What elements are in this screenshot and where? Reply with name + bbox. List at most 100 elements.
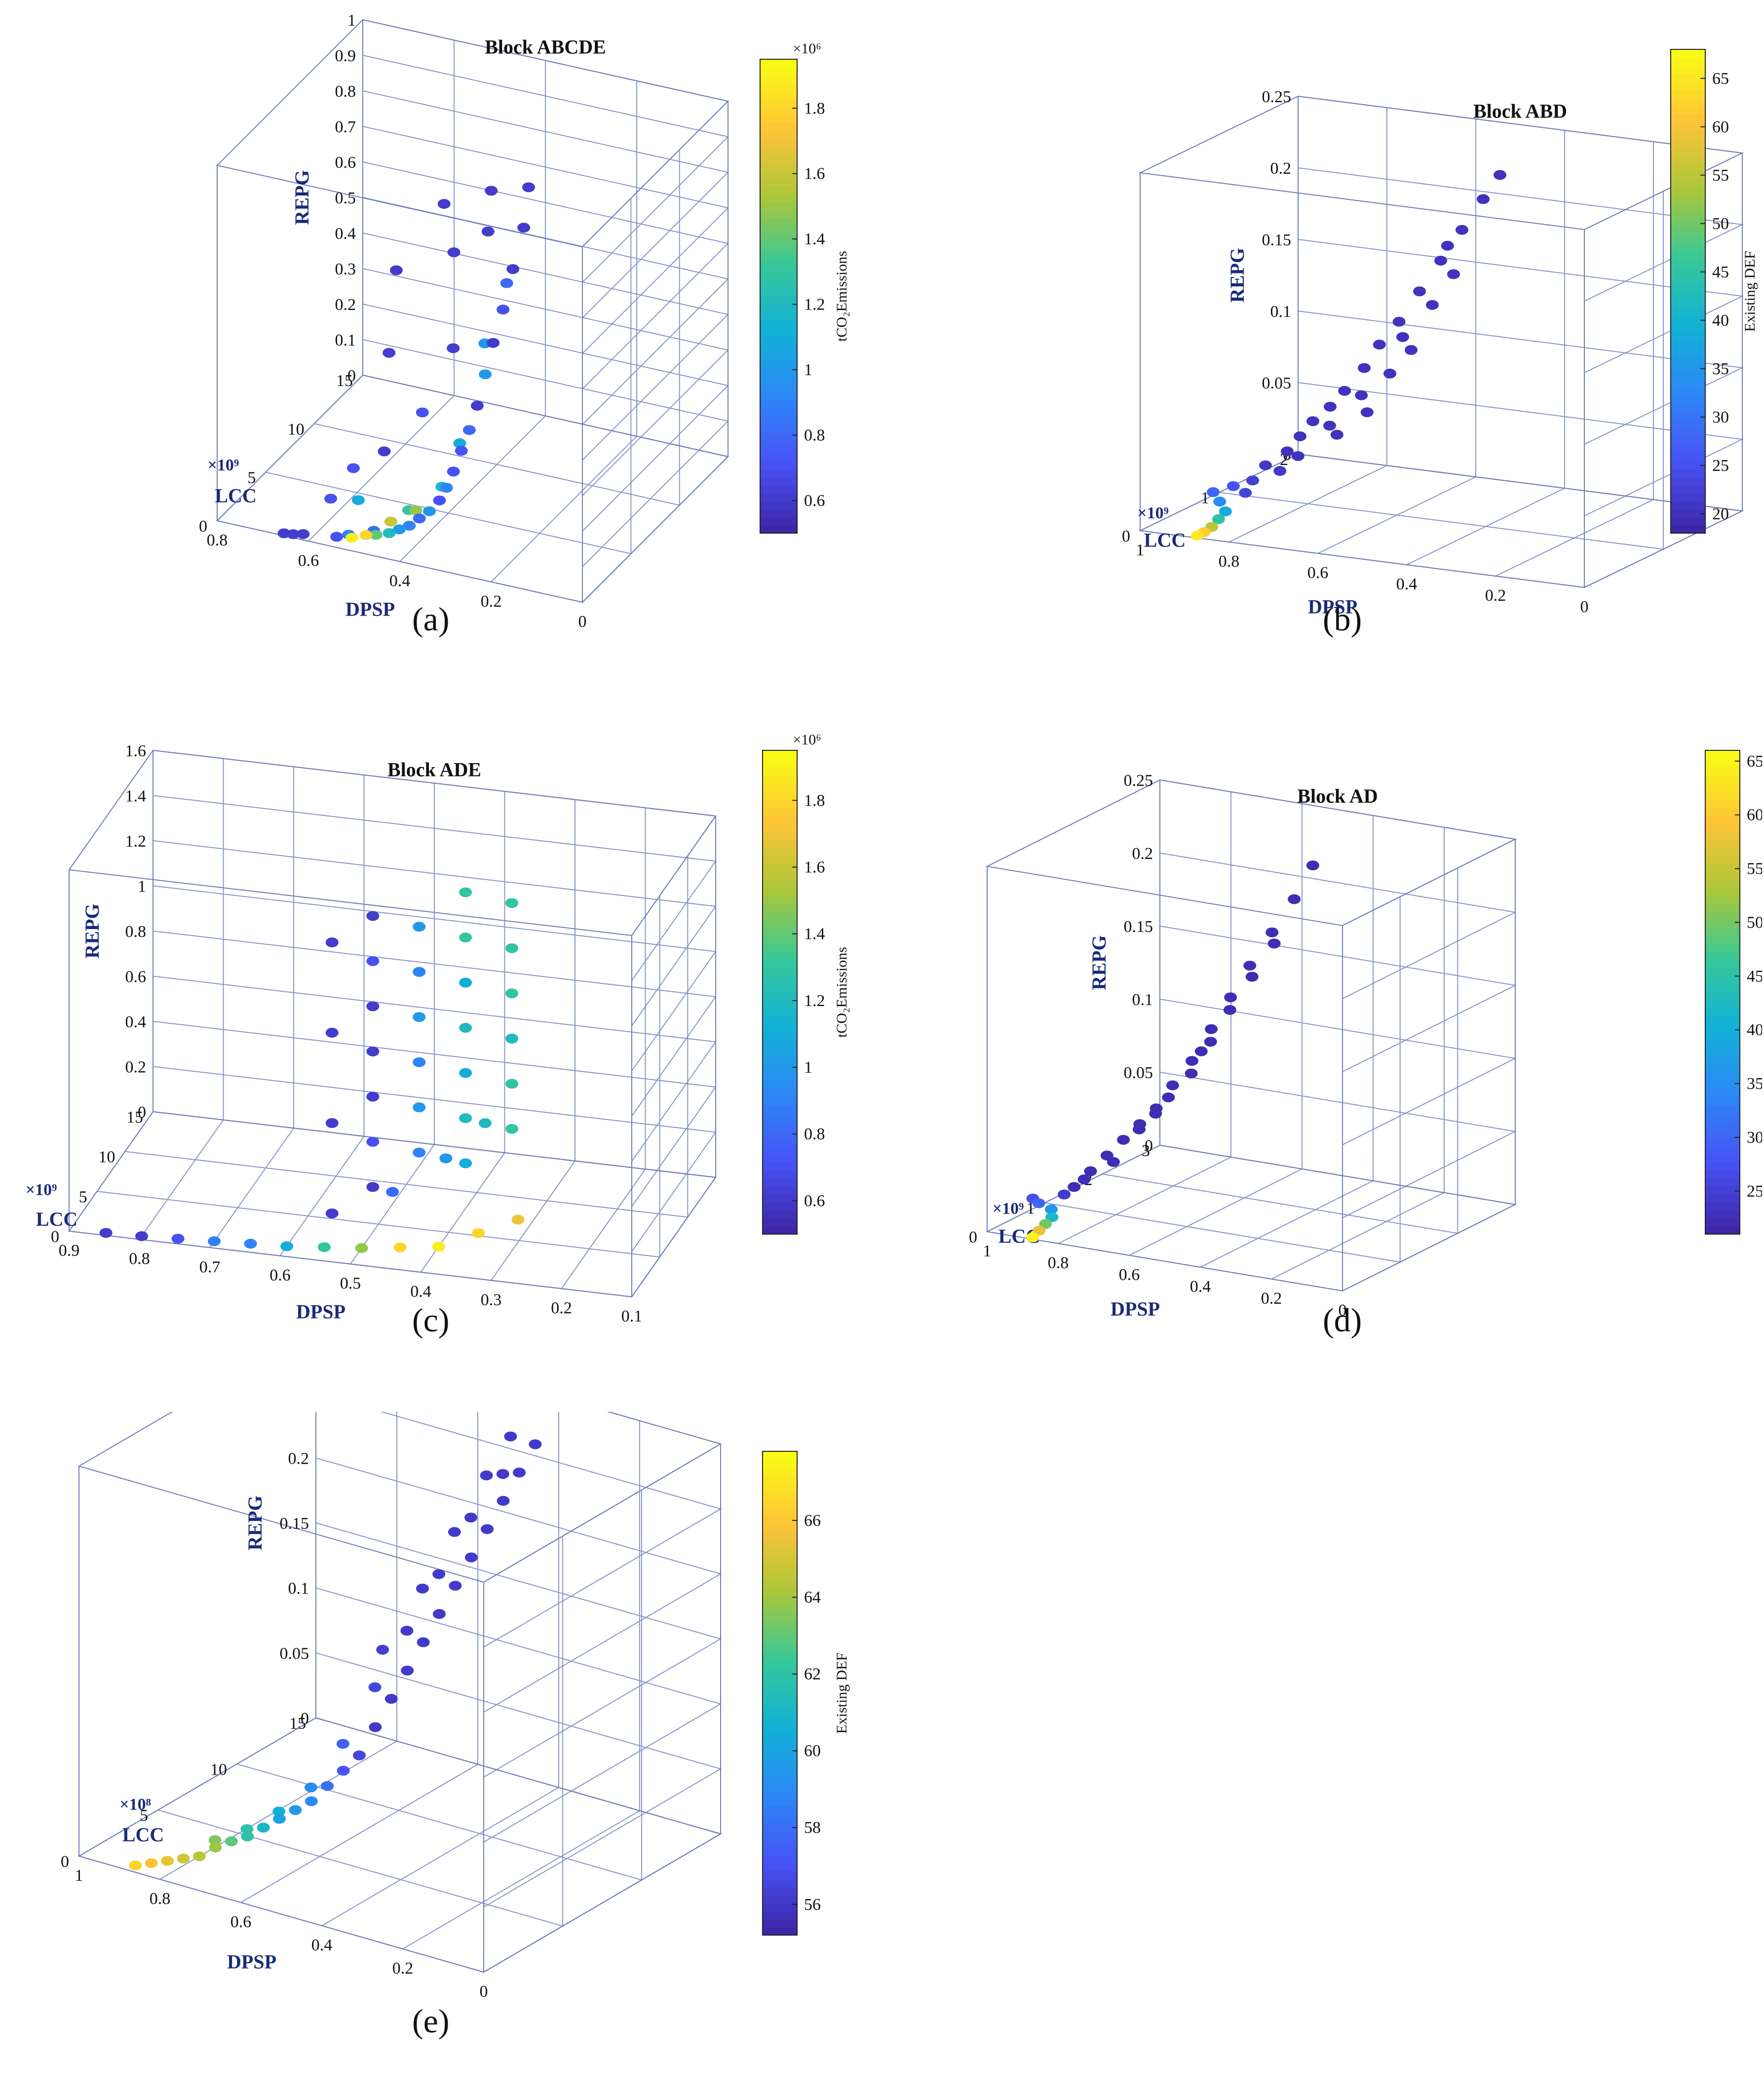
z-tick-label: 1.4 (125, 787, 147, 806)
colorbar-tick-label: 50 (1712, 215, 1729, 233)
colorbar-segment (763, 1515, 797, 1524)
z-tick-label: 0.4 (125, 1013, 147, 1031)
chart-panel-b: 00.050.10.150.20.2510.80.60.40.20012DPSP… (883, 10, 1762, 696)
colorbar-segment (763, 1162, 797, 1170)
z-tick-label: 0.2 (288, 1449, 309, 1468)
y-axis-multiplier: ×10⁹ (1137, 504, 1169, 522)
colorbar-segment (763, 847, 797, 856)
data-point (1323, 421, 1336, 431)
colorbar-segment (763, 1911, 797, 1920)
colorbar-segment (1671, 323, 1705, 332)
data-point (1477, 194, 1490, 204)
z-tick-label: 0.2 (1132, 845, 1153, 863)
data-point (1288, 894, 1301, 904)
colorbar-segment (760, 430, 797, 439)
colorbar-segment (763, 1210, 797, 1219)
data-point (321, 1781, 334, 1791)
z-tick-label: 0.25 (1124, 772, 1153, 790)
colorbar-segment (1671, 122, 1705, 131)
data-point (325, 1118, 339, 1128)
data-point (413, 967, 426, 977)
box-bottom-edge (68, 1111, 717, 1298)
colorbar-segment (1705, 1073, 1740, 1082)
colorbar-segment (1705, 1016, 1740, 1025)
colorbar-segment (760, 186, 797, 194)
chart-panel-d: 00.050.10.150.20.2510.80.60.40.200123DPS… (883, 711, 1762, 1397)
y-tick-label: 5 (247, 469, 256, 487)
data-point (1133, 1119, 1147, 1129)
colorbar-segment (760, 517, 797, 526)
z-axis-label: REPG (1226, 248, 1248, 303)
colorbar-segment (763, 1218, 797, 1227)
colorbar-segment (763, 1757, 797, 1766)
colorbar-segment (763, 928, 797, 936)
z-tick-label: 0.05 (1262, 374, 1292, 392)
y-tick-label: 15 (336, 372, 353, 390)
colorbar-segment (1671, 234, 1705, 243)
caption-c: (c) (412, 1301, 450, 1339)
z-tick-label: 0.6 (335, 154, 356, 172)
colorbar-segment (1705, 855, 1740, 864)
data-point (459, 932, 472, 943)
data-point (325, 937, 339, 948)
x-tick-label: 0.2 (551, 1299, 572, 1317)
colorbar-segment (763, 1476, 797, 1484)
data-point (1044, 1204, 1058, 1214)
colorbar-segment (763, 1467, 797, 1476)
colorbar-segment (760, 438, 797, 447)
data-point (366, 1182, 380, 1192)
data-point (529, 1439, 542, 1449)
data-point (1204, 1037, 1217, 1047)
colorbar-segment (763, 895, 797, 904)
x-tick-label: 0 (1580, 598, 1589, 616)
data-point (464, 1552, 478, 1562)
colorbar-segment (763, 911, 797, 920)
colorbar-segment (1671, 219, 1705, 228)
colorbar-segment (1671, 364, 1705, 373)
colorbar-segment (1671, 485, 1705, 494)
data-point (497, 1496, 510, 1506)
colorbar-segment (1705, 1032, 1740, 1041)
data-point (1267, 938, 1281, 949)
colorbar-segment (1671, 331, 1705, 340)
data-point (208, 1236, 221, 1246)
colorbar-tick-label: 66 (804, 1512, 821, 1530)
data-point (305, 1782, 317, 1792)
colorbar-segment (1671, 468, 1705, 477)
data-point (496, 1469, 509, 1479)
x-tick-label: 0.2 (1485, 586, 1506, 605)
data-point (273, 1814, 286, 1824)
colorbar-segment (1705, 775, 1740, 783)
grid-line-y (987, 926, 1343, 1292)
grid-line-x (308, 40, 455, 542)
colorbar-segment (763, 1540, 797, 1549)
colorbar-segment (760, 265, 797, 273)
y-tick-label: 3 (1142, 1142, 1150, 1160)
z-tick-label: 0 (347, 367, 356, 385)
colorbar-segment (1705, 1137, 1740, 1146)
colorbar-segment (1705, 839, 1740, 848)
colorbar-segment (763, 1524, 797, 1533)
colorbar-label: tCO₂Emissions (834, 947, 850, 1038)
colorbar-segment (1705, 1129, 1740, 1138)
data-point (1294, 431, 1306, 441)
colorbar-segment (1671, 106, 1705, 115)
colorbar-segment (1671, 202, 1705, 211)
colorbar-segment (1705, 952, 1740, 961)
colorbar-segment (763, 1041, 797, 1049)
data-point (384, 516, 397, 527)
data-point (280, 1241, 294, 1251)
chart-svg-d: 00.050.10.150.20.2510.80.60.40.200123DPS… (969, 750, 1762, 1320)
data-point (1434, 255, 1447, 266)
data-point (433, 1609, 446, 1619)
x-axis-label: DPSP (296, 1301, 345, 1323)
caption-a: (a) (412, 600, 450, 638)
data-point (522, 182, 535, 193)
data-point (455, 446, 468, 456)
z-axis-label: REPG (1088, 935, 1110, 990)
data-point (1068, 1182, 1081, 1192)
data-point (1205, 1024, 1218, 1034)
z-tick-label: 0.05 (1124, 1064, 1153, 1082)
data-point (368, 1682, 382, 1692)
colorbar-segment (1705, 815, 1740, 823)
